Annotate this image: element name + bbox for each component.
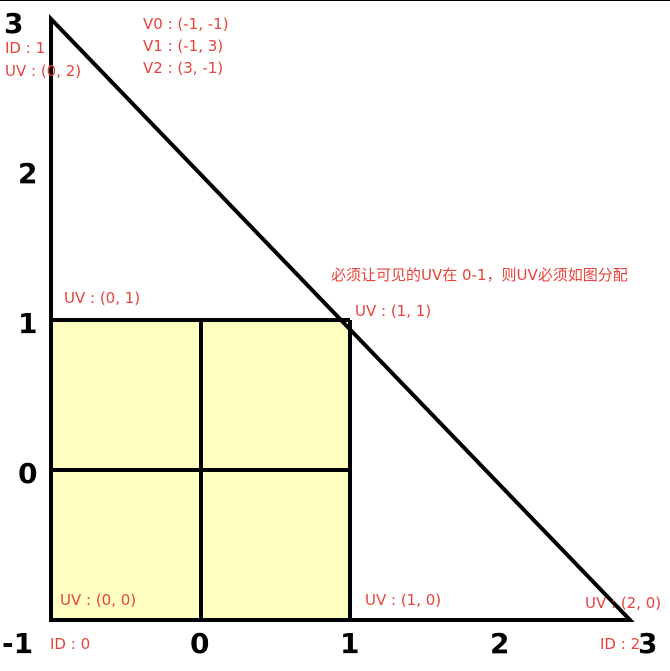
square-grid	[51, 318, 352, 620]
x-tick-2: 2	[490, 627, 509, 660]
note-text: 必须让可见的UV在 0-1，则UV必须如图分配	[331, 266, 628, 284]
vertex-v1-label: V1 : (-1, 3)	[143, 37, 223, 55]
uv-label-square-top-left: UV : (0, 1)	[64, 289, 140, 307]
uv-label-square-top-right: UV : (1, 1)	[355, 302, 431, 320]
uv-label-bottom-right: UV : (2, 0)	[585, 594, 661, 612]
x-tick-1: 1	[340, 627, 359, 660]
id-label-bottom-left: ID : 0	[50, 635, 90, 653]
id-label-top: ID : 1	[5, 39, 45, 57]
triangle	[49, 14, 635, 622]
x-tick-0: 0	[190, 627, 209, 660]
vertex-v2-label: V2 : (3, -1)	[143, 59, 223, 77]
y-tick-1: 1	[18, 307, 37, 340]
y-tick-2: 2	[18, 157, 37, 190]
uv-label-top: UV : (0, 2)	[5, 62, 81, 80]
x-tick-3: 3	[638, 627, 657, 660]
y-tick-0: 0	[18, 457, 37, 490]
id-label-bottom-right: ID : 2	[600, 635, 640, 653]
y-tick-3: 3	[4, 7, 23, 40]
uv-label-square-bottom-right: UV : (1, 0)	[365, 591, 441, 609]
vertex-v0-label: V0 : (-1, -1)	[143, 15, 229, 33]
uv-label-bottom-left: UV : (0, 0)	[60, 591, 136, 609]
x-tick-neg1: -1	[2, 627, 33, 660]
